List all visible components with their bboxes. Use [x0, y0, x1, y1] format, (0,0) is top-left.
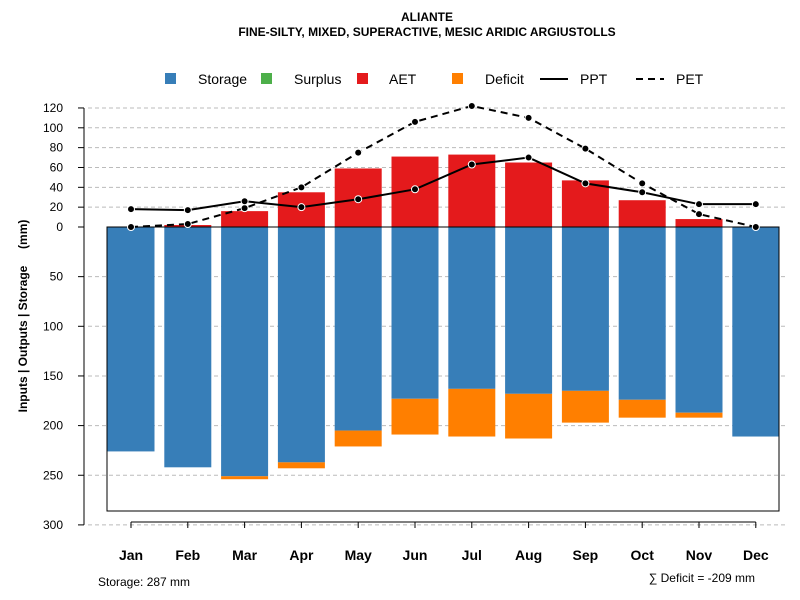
ppt-point: [695, 200, 703, 209]
pet-point: [638, 179, 647, 188]
x-tick-label: Jul: [462, 547, 482, 563]
pet-point: [751, 223, 760, 231]
legend-swatch-aet: [357, 73, 368, 84]
ppt-line: [130, 156, 756, 212]
bar-storage: [334, 227, 382, 431]
legend-swatch-surplus: [261, 73, 272, 84]
y-tick-label: 100: [43, 319, 63, 333]
pet-point: [240, 204, 249, 213]
legend-label-pet: PET: [676, 71, 704, 87]
pet-point: [695, 210, 703, 219]
deficit-note: ∑ Deficit = -209 mm: [649, 571, 755, 585]
y-tick-label: 40: [50, 180, 64, 194]
ppt-point: [638, 188, 647, 197]
bar-deficit: [505, 393, 553, 439]
y-tick-label: 0: [56, 220, 63, 234]
bar-deficit: [277, 462, 325, 469]
ppt-point: [524, 153, 533, 162]
lines: [127, 101, 760, 231]
bar-deficit: [221, 476, 269, 480]
bar-storage: [107, 227, 155, 452]
y-tick-label: 250: [43, 468, 63, 482]
ppt-point: [354, 195, 363, 204]
bar-storage: [618, 227, 666, 400]
legend-label-deficit: Deficit: [485, 71, 524, 87]
ppt-point: [297, 203, 306, 212]
legend-swatch-storage: [165, 73, 176, 84]
y-tick-label: 200: [43, 419, 63, 433]
y-tick-label: 80: [50, 141, 64, 155]
x-tick-label: Nov: [686, 547, 713, 563]
bar-deficit: [334, 430, 382, 447]
bar-storage: [675, 227, 723, 413]
bars: [107, 154, 780, 480]
ppt-point: [127, 205, 135, 214]
bar-storage: [732, 227, 780, 437]
bar-storage: [221, 227, 269, 477]
bar-storage: [448, 227, 496, 389]
legend-label-ppt: PPT: [580, 71, 608, 87]
y-axis-label: Inputs | Outputs | Storage (mm): [16, 220, 30, 413]
x-tick-label: Dec: [743, 547, 769, 563]
bar-storage: [391, 227, 439, 399]
bar-deficit: [391, 398, 439, 435]
y-tick-label: 120: [43, 101, 63, 115]
ppt-point: [183, 206, 192, 215]
pet-point: [411, 117, 419, 126]
pet-point: [297, 183, 306, 192]
x-tick-label: Apr: [289, 547, 314, 563]
ppt-point: [240, 197, 249, 206]
bar-aet: [505, 162, 553, 227]
bar-aet: [561, 180, 609, 227]
bar-storage: [277, 227, 325, 463]
bar-deficit: [675, 412, 723, 418]
y-tick-label: 100: [43, 121, 63, 135]
y-tick-label: 60: [50, 160, 64, 174]
bar-aet: [618, 200, 666, 227]
bar-deficit: [448, 388, 496, 437]
bar-aet: [675, 219, 723, 227]
pet-point: [524, 113, 533, 122]
x-tick-label: Jun: [403, 547, 428, 563]
x-tick-label: Mar: [232, 547, 257, 563]
x-tick-label: Jan: [119, 547, 143, 563]
x-tick-label: Sep: [573, 547, 599, 563]
ppt-point: [581, 179, 590, 188]
storage-note: Storage: 287 mm: [98, 575, 190, 589]
ppt-point: [411, 185, 419, 194]
y-axis: 0 20 40 60 80 100 120 50 100 150 200 250 300: [43, 101, 85, 532]
bar-storage: [561, 227, 609, 391]
x-axis: Jan Feb Mar Apr May Jun Jul Aug Sep Oct Nov Dec: [119, 521, 769, 563]
ppt-point: [467, 160, 476, 169]
x-tick-label: May: [345, 547, 372, 563]
y-tick-label: 20: [50, 200, 64, 214]
y-tick-label: 150: [43, 369, 63, 383]
pet-point: [581, 144, 590, 153]
bar-deficit: [618, 399, 666, 418]
pet-point: [127, 223, 135, 231]
x-tick-label: Oct: [631, 547, 655, 563]
bar-deficit: [561, 390, 609, 423]
x-tick-label: Feb: [175, 547, 200, 563]
legend-label-surplus: Surplus: [294, 71, 341, 87]
pet-point: [467, 101, 476, 110]
legend-label-storage: Storage: [198, 71, 247, 87]
ppt-point: [751, 200, 760, 209]
pet-line: [130, 104, 757, 228]
bar-storage: [164, 227, 212, 468]
chart-subtitle: FINE-SILTY, MIXED, SUPERACTIVE, MESIC AR…: [238, 25, 615, 39]
pet-point: [183, 220, 192, 229]
bar-storage: [505, 227, 553, 394]
legend: Storage Surplus AET Deficit PPT PET: [165, 71, 704, 87]
y-tick-label: 300: [43, 518, 63, 532]
y-tick-label: 50: [50, 270, 64, 284]
chart-title: ALIANTE: [401, 10, 453, 24]
pet-point: [354, 148, 363, 157]
legend-swatch-deficit: [452, 73, 463, 84]
x-tick-label: Aug: [515, 547, 542, 563]
bar-aet: [221, 211, 269, 227]
legend-label-aet: AET: [389, 71, 417, 87]
